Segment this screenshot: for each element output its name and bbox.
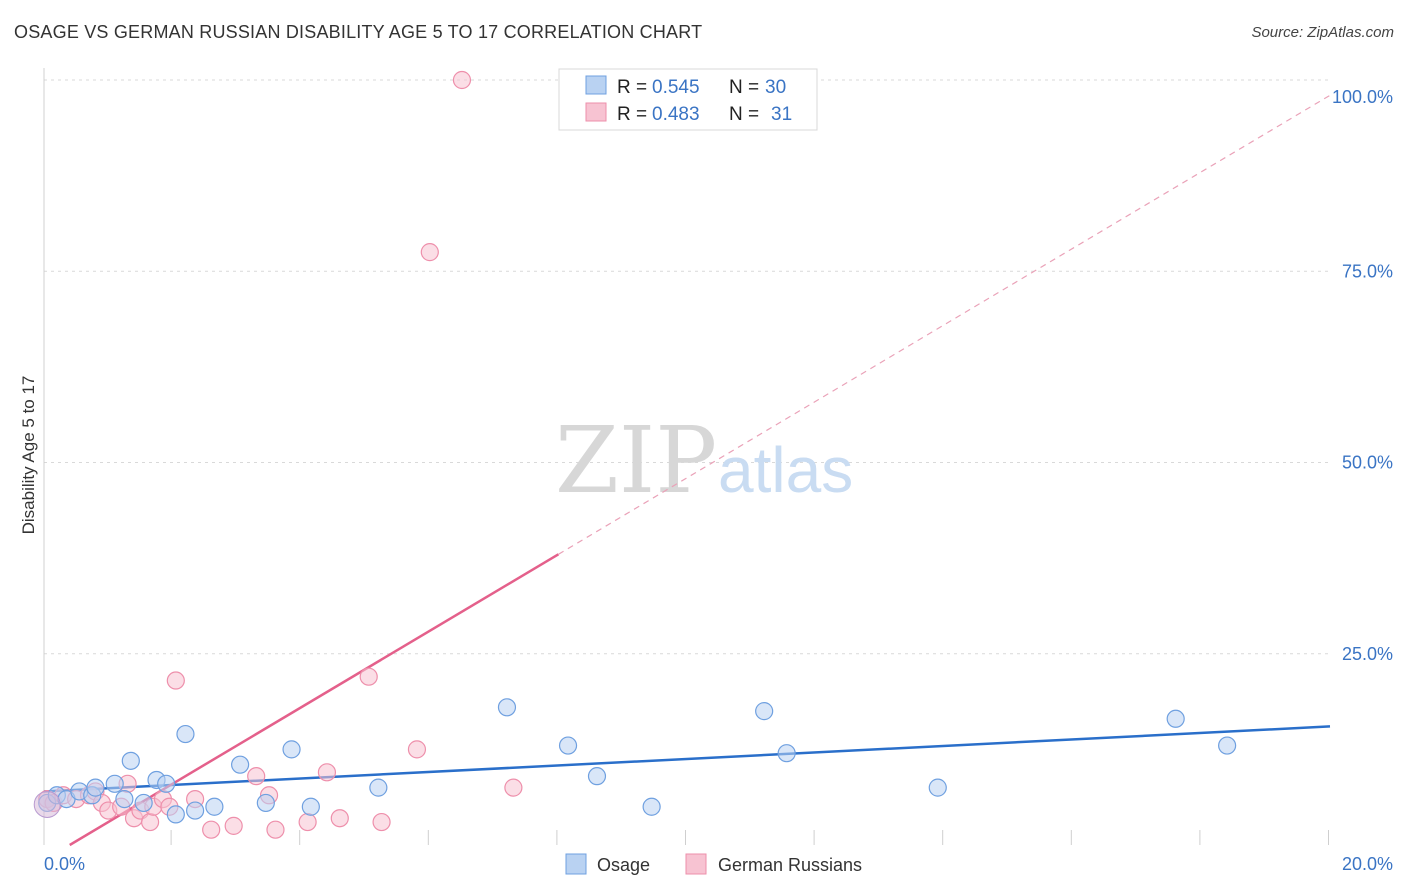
german-point-19: [224, 816, 243, 835]
y-tick-label-25: 25.0%: [1342, 644, 1393, 664]
gridlines: [44, 79, 1330, 655]
watermark: ZIP atlas: [555, 407, 853, 514]
osage-point-17: [256, 793, 275, 813]
y-tick-label-75: 75.0%: [1342, 261, 1393, 281]
osage-point-12: [166, 805, 185, 824]
legend-osage-n-value: 30: [765, 77, 786, 98]
osage-point-9: [134, 793, 153, 813]
watermark-zip: ZIP: [555, 407, 717, 514]
x-tick-label-20: 20.0%: [1342, 854, 1393, 874]
german-point-20: [247, 767, 266, 786]
german-point-26: [359, 667, 378, 686]
legend-series: Osage German Russians: [565, 853, 862, 875]
osage-point-29: [1218, 736, 1237, 755]
source-credit: Source: ZipAtlas.com: [1251, 24, 1394, 41]
german-point-28: [407, 740, 427, 759]
osage-point-14: [186, 801, 205, 820]
osage-point-22: [558, 736, 578, 755]
osage-point-20: [369, 778, 388, 797]
german-trend-line: [69, 553, 560, 847]
german-point-22: [266, 820, 285, 839]
chart-title: OSAGE VS GERMAN RUSSIAN DISABILITY AGE 5…: [14, 22, 703, 42]
legend-bottom-german-label: German Russians: [718, 855, 862, 875]
osage-point-24: [642, 797, 661, 816]
osage-point-18: [282, 740, 301, 759]
legend-stats: R = 0.545 N = 30 R = 0.483 N = 31: [558, 68, 818, 131]
osage-point-16: [231, 755, 250, 774]
y-axis-label: Disability Age 5 to 17: [19, 376, 38, 535]
legend-german-r-value: 0.483: [652, 104, 700, 125]
legend-german-r-label: R =: [617, 104, 647, 125]
osage-point-23: [587, 767, 607, 786]
german-point-29: [420, 243, 439, 262]
german-point-16: [166, 671, 185, 690]
legend-german-swatch: [585, 102, 607, 122]
osage-point-11: [157, 774, 176, 793]
osage-point-15: [205, 797, 224, 816]
legend-osage-swatch: [585, 75, 607, 95]
legend-bottom-osage-swatch: [565, 853, 587, 875]
axes: 25.0% 50.0% 75.0% 100.0% 0.0% 20.0%: [43, 68, 1393, 874]
y-tick-label-50: 50.0%: [1342, 453, 1393, 473]
osage-point-19: [301, 797, 320, 816]
origin-cluster-point: [33, 790, 61, 818]
legend-bottom-osage-label: Osage: [597, 855, 650, 875]
legend-osage-n-label: N =: [729, 77, 759, 98]
german-point-25: [330, 809, 349, 828]
osage-point-25: [755, 702, 774, 721]
legend-osage-r-value: 0.545: [652, 77, 700, 98]
german-point-18: [202, 820, 221, 839]
german-point-24: [317, 763, 337, 782]
legend-osage-r-label: R =: [617, 77, 647, 98]
osage-point-27: [928, 778, 947, 797]
legend-german-n-value: 31: [771, 104, 792, 125]
watermark-atlas: atlas: [718, 434, 853, 506]
legend-bottom-german-swatch: [685, 853, 707, 875]
osage-point-7: [115, 789, 134, 809]
data-points: [33, 70, 1237, 839]
german-trend-extension: [558, 94, 1331, 555]
osage-point-28: [1166, 709, 1185, 728]
osage-point-6: [105, 774, 124, 793]
osage-point-5: [86, 778, 105, 797]
osage-point-21: [497, 698, 517, 717]
german-point-31: [504, 778, 523, 797]
osage-point-13: [176, 724, 195, 744]
osage-point-8: [121, 751, 140, 770]
german-point-30: [452, 70, 472, 90]
y-tick-label-100: 100.0%: [1332, 87, 1393, 107]
german-point-23: [298, 812, 317, 832]
osage-point-26: [777, 744, 796, 763]
legend-german-n-label: N =: [729, 104, 759, 125]
x-tick-label-0: 0.0%: [44, 854, 85, 874]
german-point-27: [372, 812, 391, 832]
german-point-12: [140, 812, 160, 832]
